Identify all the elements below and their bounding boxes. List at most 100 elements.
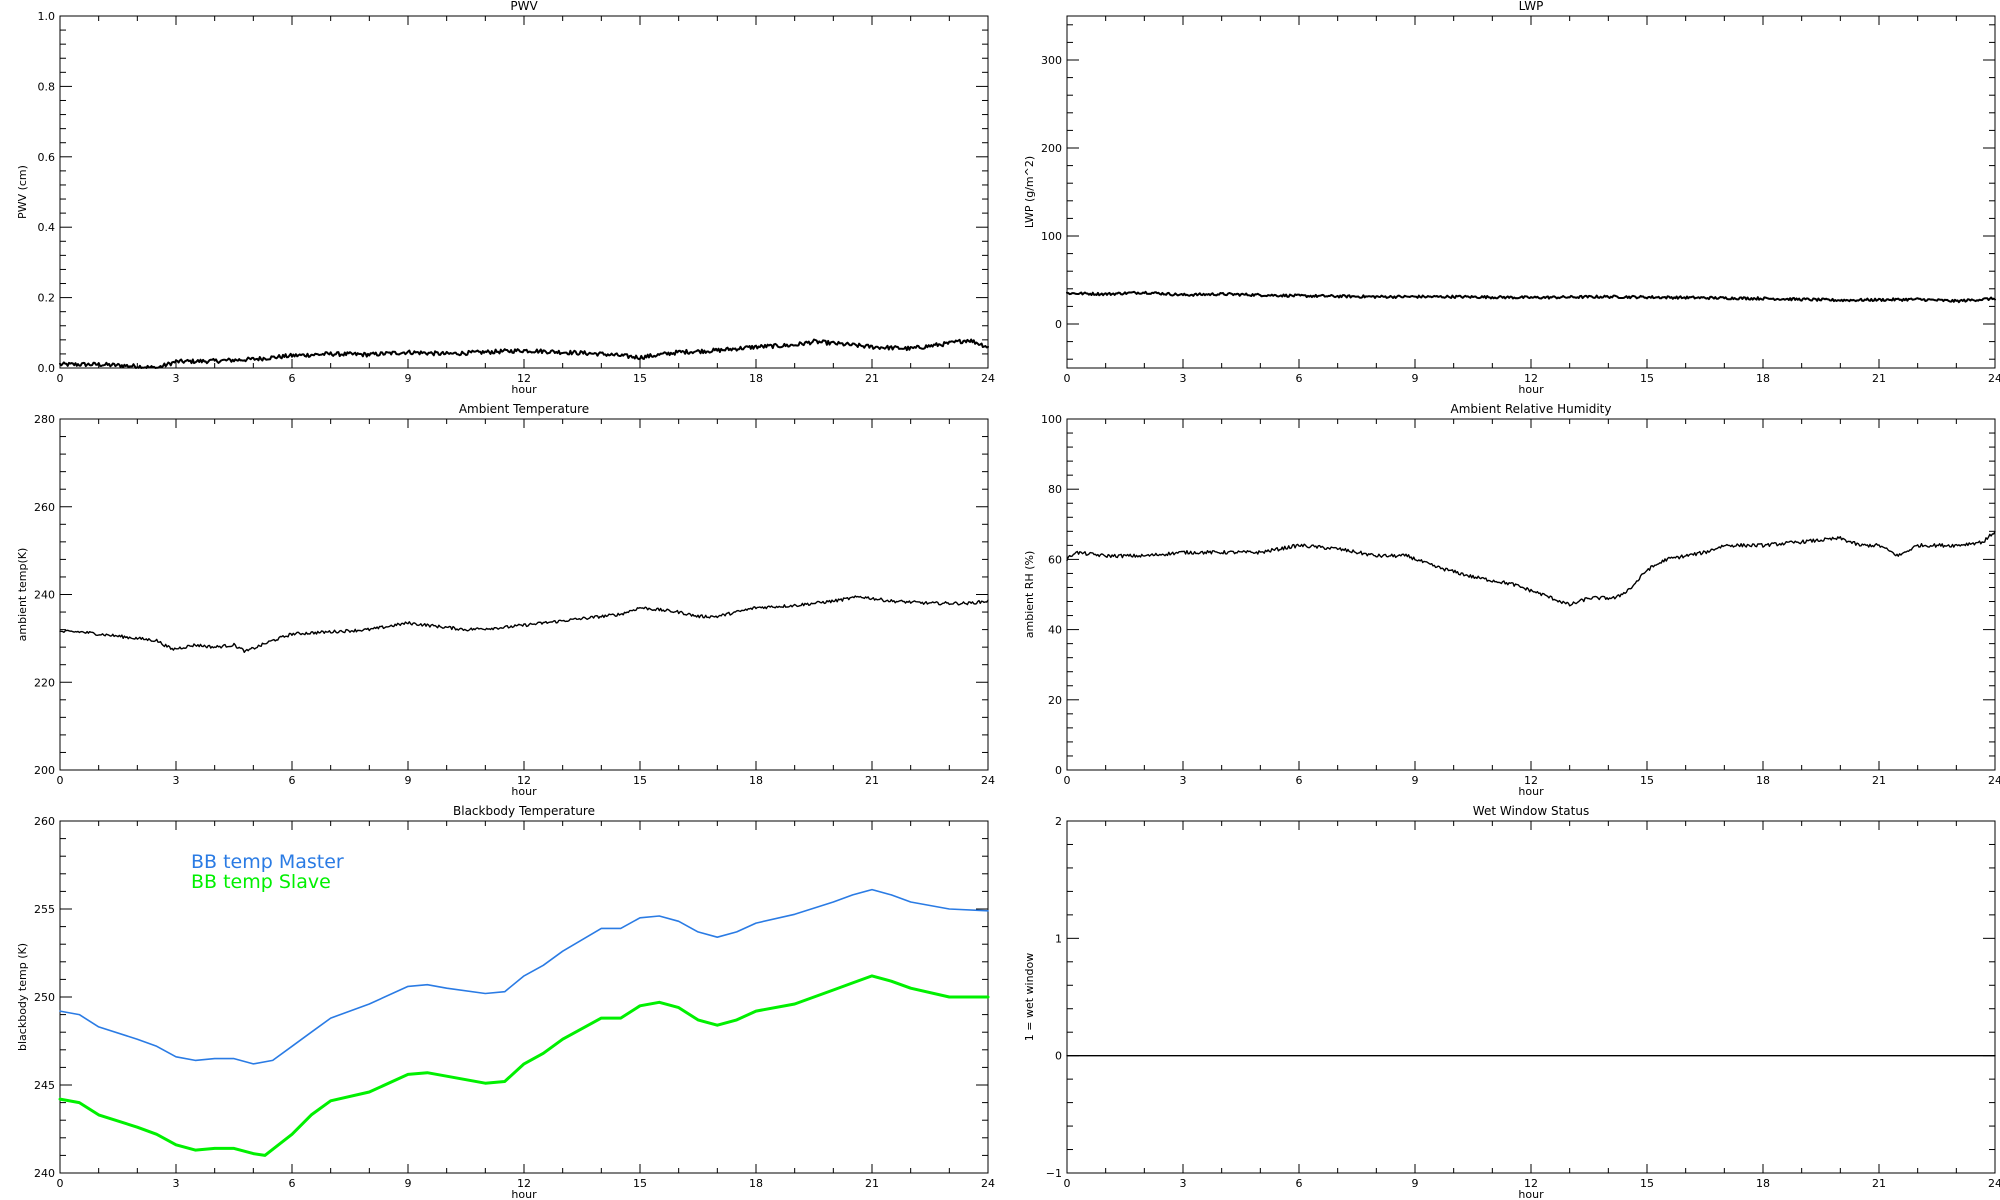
y-tick-label: 245 (34, 1079, 55, 1092)
y-tick-label: 0 (1055, 764, 1062, 777)
chart-title: Ambient Relative Humidity (1451, 402, 1612, 416)
x-tick-label: 3 (173, 372, 180, 385)
legend-entry-2: BB temp Slave (191, 871, 331, 893)
x-tick-label: 3 (173, 1177, 180, 1190)
y-tick-label: 0 (1055, 318, 1062, 331)
x-tick-label: 21 (1872, 1177, 1886, 1190)
chart-title: Wet Window Status (1473, 804, 1589, 818)
y-tick-label: 1.0 (38, 10, 56, 23)
y-tick-label: 0.0 (38, 362, 56, 375)
legend-entry-1: BB temp Master (191, 851, 344, 873)
x-tick-label: 15 (633, 1177, 647, 1190)
x-tick-label: 24 (981, 774, 995, 787)
x-tick-label: 18 (1756, 774, 1770, 787)
x-tick-label: 15 (633, 774, 647, 787)
chart-title: Ambient Temperature (459, 402, 589, 416)
y-tick-label: 220 (34, 676, 55, 689)
x-tick-label: 3 (1180, 774, 1187, 787)
x-tick-label: 6 (289, 372, 296, 385)
x-tick-label: 15 (1640, 1177, 1654, 1190)
y-axis-label: PWV (cm) (16, 165, 29, 219)
y-axis-label: LWP (g/m^2) (1023, 156, 1036, 228)
y-tick-label: 60 (1048, 553, 1062, 566)
x-tick-label: 18 (749, 1177, 763, 1190)
y-tick-label: 0.6 (38, 151, 56, 164)
x-tick-label: 9 (405, 1177, 412, 1190)
series-line-1 (59, 338, 989, 369)
x-tick-label: 6 (1296, 1177, 1303, 1190)
chart-title: Blackbody Temperature (453, 804, 595, 818)
series-line-2 (58, 974, 990, 1157)
panel-4: Ambient Relative Humidity 0 3 6 9 12 15 18 21 24 h… (1023, 402, 2000, 798)
y-tick-label: −1 (1046, 1167, 1062, 1180)
x-tick-label: 15 (633, 372, 647, 385)
x-tick-label: 0 (57, 774, 64, 787)
series-line-1 (1066, 290, 1996, 304)
plot-frame (59, 15, 989, 369)
y-tick-label: 2 (1055, 815, 1062, 828)
x-tick-label: 21 (865, 1177, 879, 1190)
x-tick-label: 3 (1180, 372, 1187, 385)
x-tick-label: 21 (1872, 372, 1886, 385)
x-tick-label: 18 (1756, 372, 1770, 385)
x-tick-label: 18 (749, 372, 763, 385)
y-tick-label: 255 (34, 903, 55, 916)
y-axis-label: ambient RH (%) (1023, 551, 1036, 639)
x-tick-label: 6 (1296, 372, 1303, 385)
x-tick-label: 18 (749, 774, 763, 787)
y-tick-label: 0.4 (38, 221, 56, 234)
x-tick-label: 3 (173, 774, 180, 787)
x-tick-label: 12 (1524, 372, 1538, 385)
y-tick-label: 200 (34, 764, 55, 777)
series-line-1 (59, 888, 989, 1065)
x-tick-label: 21 (865, 774, 879, 787)
y-tick-label: 0.8 (38, 80, 56, 93)
series-line-1 (1066, 530, 1996, 607)
x-tick-label: 6 (289, 1177, 296, 1190)
panel-5: Blackbody Temperature 0 3 6 9 12 15 18 21 24 hour 2… (16, 804, 995, 1200)
y-tick-label: 300 (1041, 54, 1062, 67)
x-tick-label: 0 (1064, 1177, 1071, 1190)
x-tick-label: 24 (1988, 1177, 2000, 1190)
y-axis-label: ambient temp(K) (16, 548, 29, 642)
x-tick-label: 15 (1640, 372, 1654, 385)
chart-title: PWV (510, 0, 538, 13)
y-tick-label: 200 (1041, 142, 1062, 155)
x-tick-label: 0 (57, 1177, 64, 1190)
x-tick-label: 12 (517, 372, 531, 385)
x-axis-label: hour (1518, 383, 1544, 396)
x-tick-label: 12 (1524, 774, 1538, 787)
x-tick-label: 21 (865, 372, 879, 385)
y-tick-label: 240 (34, 589, 55, 602)
y-tick-label: 250 (34, 991, 55, 1004)
x-tick-label: 6 (289, 774, 296, 787)
x-tick-label: 6 (1296, 774, 1303, 787)
x-axis-label: hour (1518, 785, 1544, 798)
x-tick-label: 24 (981, 372, 995, 385)
x-tick-label: 0 (1064, 774, 1071, 787)
x-tick-label: 12 (517, 1177, 531, 1190)
y-axis-label: 1 = wet window (1023, 953, 1036, 1042)
x-tick-label: 9 (1412, 1177, 1419, 1190)
x-tick-label: 9 (1412, 372, 1419, 385)
y-tick-label: 1 (1055, 932, 1062, 945)
x-tick-label: 0 (1064, 372, 1071, 385)
y-axis-label: blackbody temp (K) (16, 943, 29, 1051)
x-tick-label: 24 (1988, 372, 2000, 385)
x-tick-label: 21 (1872, 774, 1886, 787)
y-tick-label: 0 (1055, 1050, 1062, 1063)
plot-frame (1066, 15, 1996, 369)
x-tick-label: 9 (405, 774, 412, 787)
y-tick-label: 100 (1041, 230, 1062, 243)
y-tick-label: 40 (1048, 624, 1062, 637)
y-tick-label: 80 (1048, 483, 1062, 496)
y-tick-label: 100 (1041, 413, 1062, 426)
panel-3: Ambient Temperature 0 3 6 9 12 15 18 21 24 hour 200… (16, 402, 995, 798)
x-tick-label: 0 (57, 372, 64, 385)
chart-title: LWP (1519, 0, 1544, 13)
panel-1: PWV 0 3 6 9 12 15 18 21 24 hour 0.0 0.2 0.4 0.6 0.8 1.0 P… (16, 0, 995, 396)
x-tick-label: 3 (1180, 1177, 1187, 1190)
x-tick-label: 12 (517, 774, 531, 787)
